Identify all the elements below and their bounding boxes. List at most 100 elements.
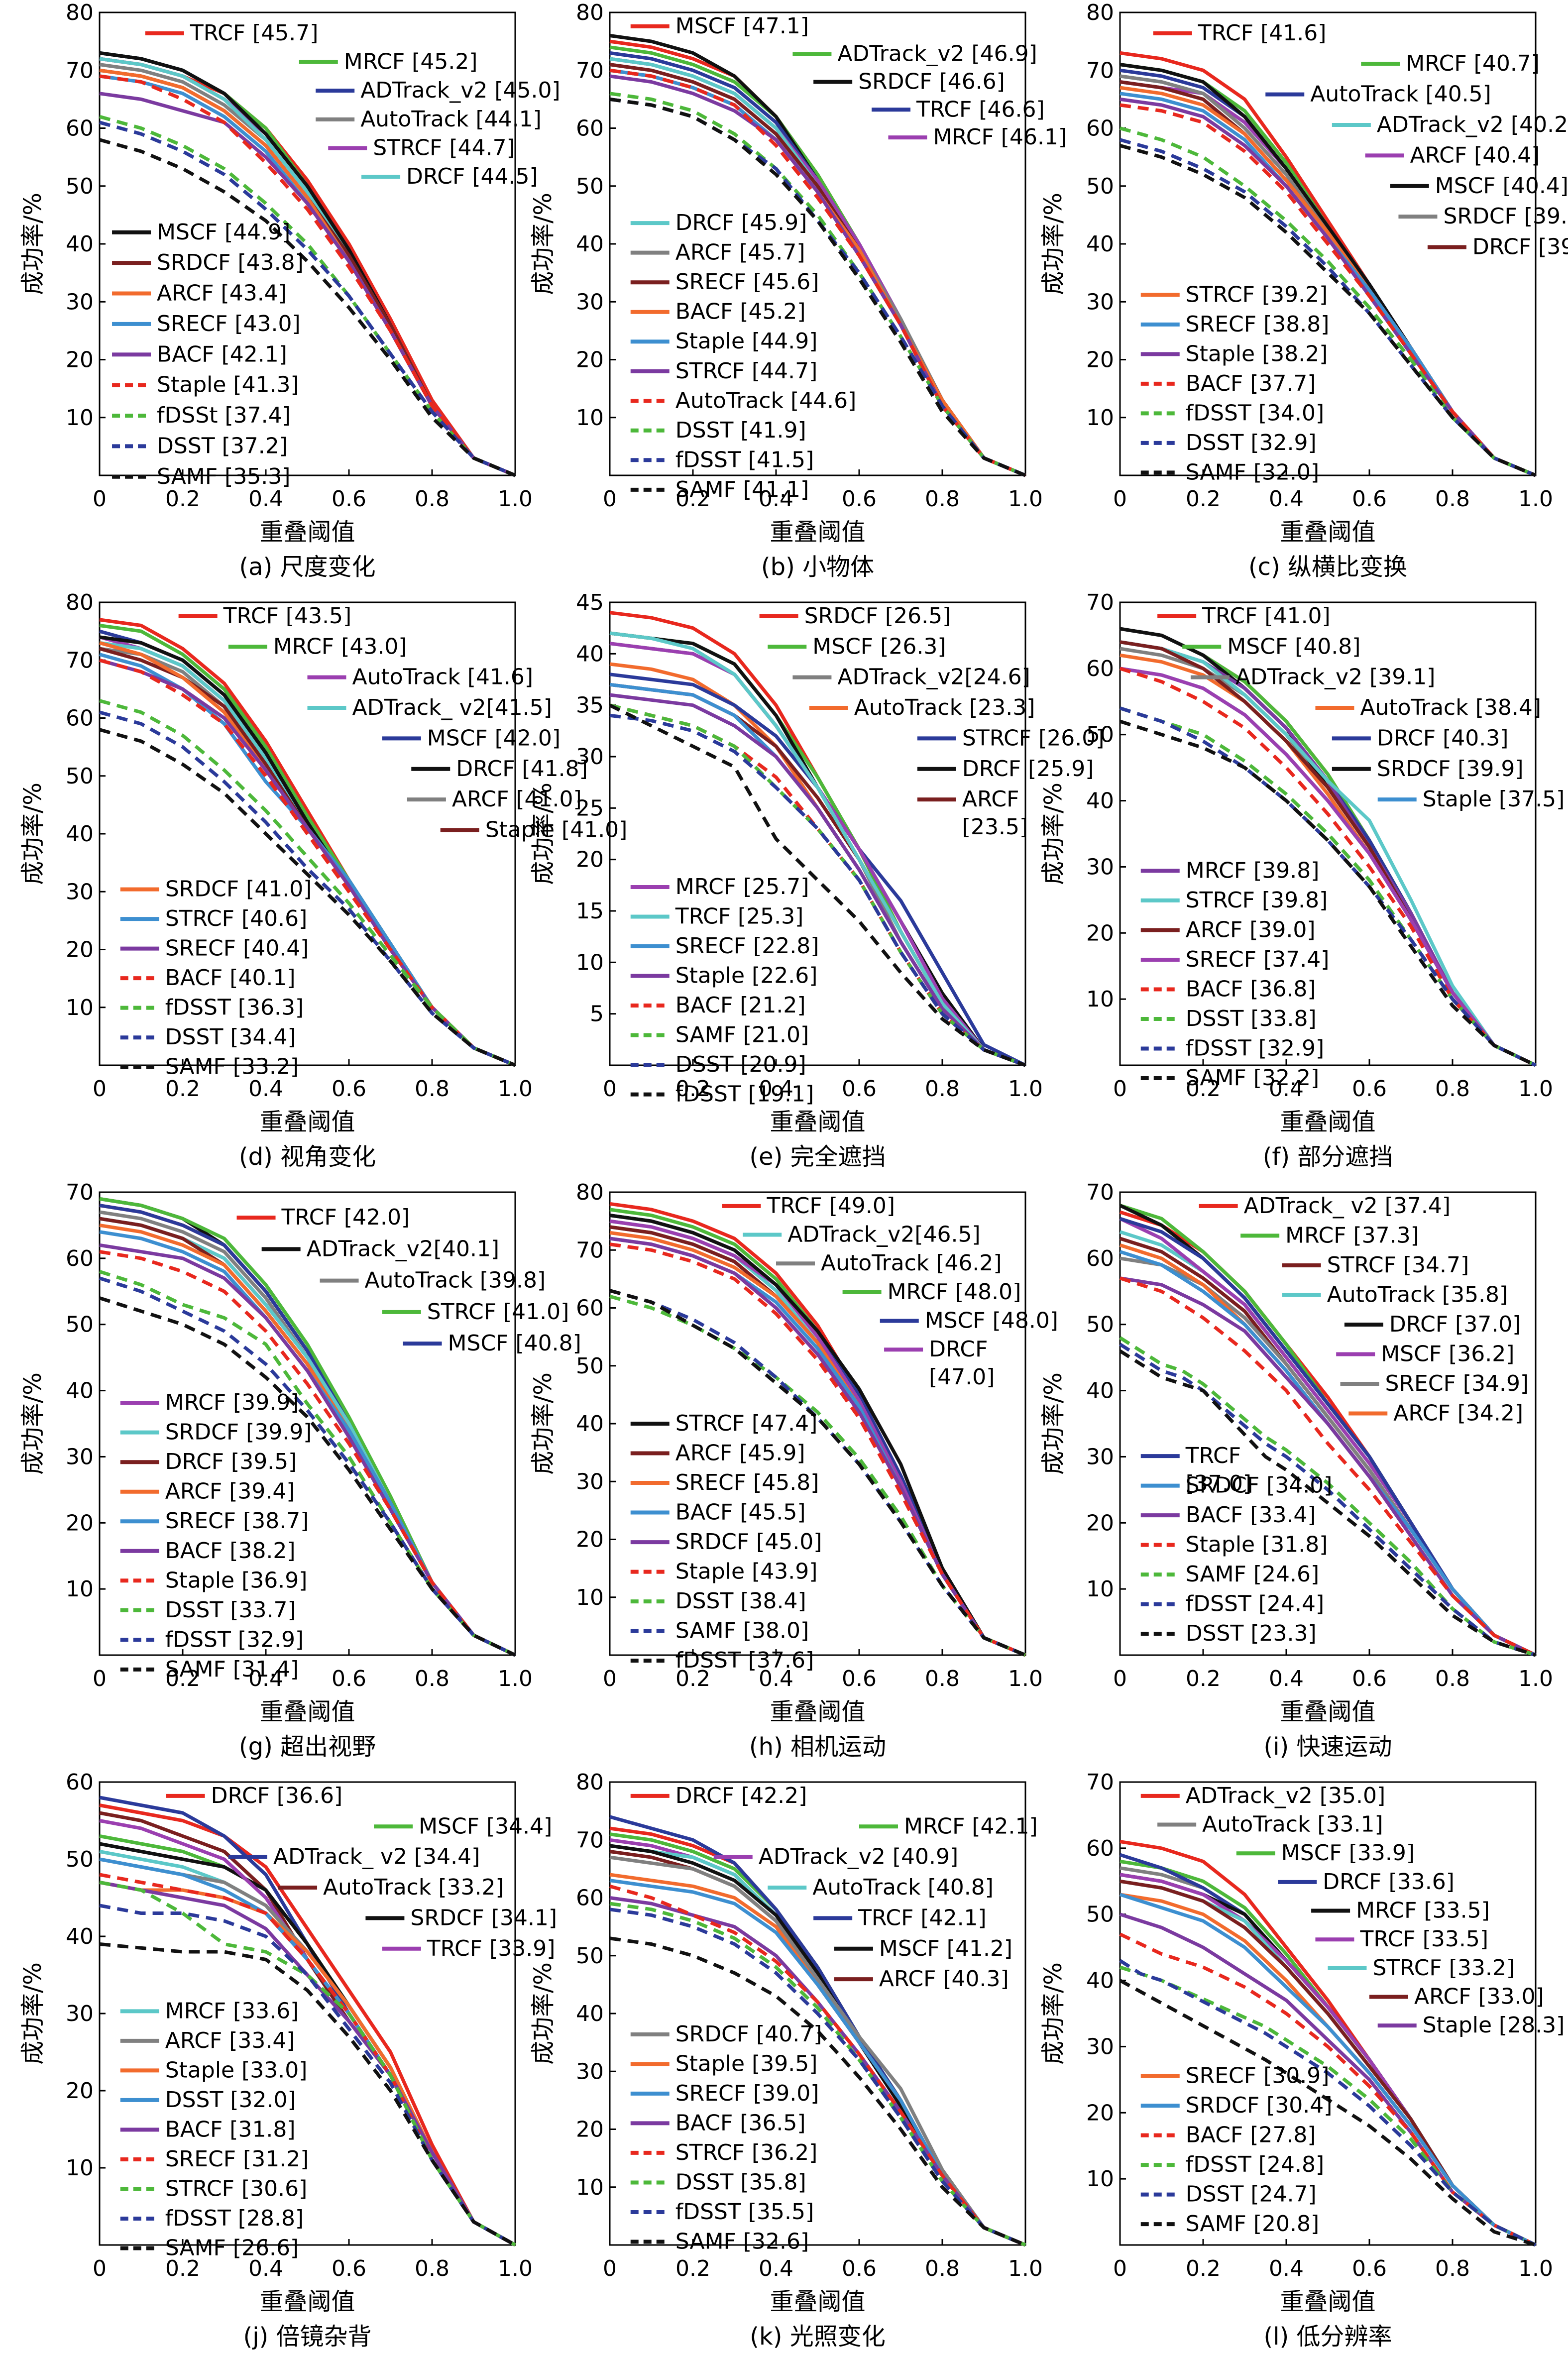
x-axis-title: 重叠阈值 (770, 518, 865, 546)
legend-label-line: DSST [32.0] (165, 2087, 296, 2113)
legend-label-line: DSST [41.9] (675, 418, 806, 443)
y-tick-label: 70 (576, 58, 604, 83)
legend-label: ARCF [45.9] (675, 1441, 805, 1466)
x-tick-label: 1.0 (498, 486, 533, 512)
legend-label-line: DSST [32.9] (1186, 430, 1317, 455)
legend-label: DSST [34.4] (165, 1024, 296, 1050)
series-line-trcf-41-0 (1120, 627, 1537, 1067)
legend-label-line: DSST [38.4] (675, 1588, 806, 1614)
series-line-fdsst-19-1 (609, 703, 1026, 1067)
legend-label-line: SAMF [35.3] (157, 464, 290, 489)
x-tick-label: 0.8 (415, 2256, 449, 2281)
panel-caption: (j) 倍镜杂背 (243, 2323, 371, 2351)
legend-label-line: SRECF [37.4] (1186, 947, 1330, 972)
legend-label: Staple [44.9] (675, 329, 818, 354)
x-tick-label: 0.4 (759, 1666, 793, 1691)
x-axis-title: 重叠阈值 (1280, 1108, 1375, 1136)
legend-label: MSCF [42.0] (427, 725, 560, 751)
legend-label-line: TRCF [41.0] (1202, 603, 1331, 629)
legend-label: MRCF [46.1] (933, 124, 1067, 150)
legend-label: MSCF [40.8] (448, 1331, 581, 1356)
legend-label: STRCF [47.4] (675, 1411, 818, 1436)
series-line-dsst-20-9 (609, 713, 1026, 1067)
series-line-srdcf-39-9 (1120, 627, 1537, 1067)
x-tick-label: 0.8 (415, 486, 449, 512)
y-tick-label: 40 (66, 1378, 94, 1404)
y-axis-title: 成功率/% (529, 193, 557, 295)
legend-label: AutoTrack [44.1] (360, 107, 542, 132)
y-tick-label: 30 (576, 289, 604, 315)
legend-label: TRCF [46.6] (916, 97, 1045, 122)
legend-label-line: ADTrack_v2 [40.9] (759, 1844, 958, 1870)
legend-label-line: MRCF [45.2] (344, 49, 478, 75)
series-line-srecf-37-4 (1120, 667, 1537, 1067)
legend-label: SRECF [30.9] (1186, 2063, 1330, 2089)
y-tick-label: 20 (66, 347, 94, 373)
legend-label: SRECF [40.4] (165, 936, 309, 961)
y-tick-label: 20 (576, 2117, 604, 2142)
legend-label: SRDCF [41.0] (165, 877, 312, 902)
legend-label: ADTrack_ v2[41.5] (352, 695, 552, 720)
legend-label: fDSSt [37.4] (157, 403, 291, 428)
legend-label-line: BACF [38.2] (165, 1538, 296, 1564)
x-tick-label: 0.2 (165, 2256, 200, 2281)
legend-label-line: MSCF [44.9] (157, 220, 290, 245)
legend-label: TRCF [41.0] (1202, 603, 1331, 629)
legend-label-line: BACF [45.5] (675, 1500, 806, 1525)
legend-label-line: SAMF [32.2] (1186, 1065, 1319, 1091)
legend-label: fDSST [34.0] (1186, 400, 1324, 426)
legend-label: MSCF [41.2] (879, 1936, 1012, 1961)
x-tick-label: 1.0 (1008, 1076, 1043, 1102)
series-line-bacf-27-8 (1119, 1932, 1537, 2247)
legend-label-line: ARCF [45.7] (675, 240, 805, 265)
y-tick-label: 80 (576, 1180, 604, 1205)
legend-label-line: SRDCF [43.8] (157, 250, 304, 275)
legend-label-line: SRECF [30.9] (1186, 2063, 1330, 2089)
y-tick-label: 70 (1086, 590, 1114, 615)
legend-label-line: Staple [43.9] (675, 1559, 818, 1584)
legend-label: DSST [37.2] (157, 433, 288, 458)
panel-caption: (l) 低分辨率 (1263, 2323, 1392, 2351)
series-line-srecf-39-0 (609, 1879, 1026, 2247)
legend-label: MSCF [40.4] (1435, 173, 1568, 199)
y-tick-label: 70 (66, 648, 94, 673)
legend-label: fDSST [41.5] (675, 447, 814, 472)
y-tick-label: 70 (1086, 1180, 1114, 1205)
legend-label: ARCF [33.0] (1414, 1984, 1544, 2010)
x-tick-label: 0.2 (1186, 1076, 1221, 1102)
legend-label: STRCF [39.2] (1186, 282, 1328, 307)
legend-label: Staple [33.0] (165, 2057, 308, 2083)
legend-label: ARCF [45.7] (675, 240, 805, 265)
series-line-dsst-24-7 (1119, 1959, 1537, 2247)
legend-label: SRDCF [26.5] (804, 603, 951, 629)
legend-label-line: SRDCF [34.1] (410, 1905, 557, 1930)
panel-caption: (d) 视角变化 (239, 1143, 376, 1171)
legend-label-line: BACF [31.8] (165, 2117, 296, 2142)
series-line-dsst-32-9 (1120, 138, 1537, 477)
y-tick-label: 60 (66, 706, 94, 731)
legend-label-line: ADTrack_v2 [39.1] (1235, 665, 1435, 690)
legend-label: SAMF [32.2] (1186, 1065, 1319, 1091)
panel-caption: (e) 完全遮挡 (749, 1143, 886, 1171)
legend-label: TRCF [33.9] (427, 1936, 556, 1961)
legend-label-line: DRCF (929, 1337, 988, 1362)
x-axis-title: 重叠阈值 (1280, 1698, 1375, 1726)
series-line-bacf-37-7 (1120, 103, 1537, 477)
series-line-drcf-40-3 (1120, 627, 1537, 1067)
x-tick-label: 0.4 (759, 486, 793, 512)
legend-label-line: SRECF [34.9] (1385, 1371, 1529, 1396)
legend-label-line: STRCF [26.0] (962, 725, 1105, 751)
legend-label-line: AutoTrack [35.8] (1327, 1282, 1508, 1307)
legend-label-line: SRDCF [39.8] (1443, 204, 1568, 229)
legend-label: Staple [37.5] (1423, 786, 1565, 812)
x-tick-label: 0.8 (415, 1666, 449, 1691)
y-tick-label: 80 (66, 0, 94, 25)
series-line-arcf-40-4 (1120, 80, 1537, 477)
x-tick-label: 0 (603, 2256, 617, 2281)
x-tick-label: 0.2 (1186, 1666, 1221, 1691)
x-tick-label: 0 (1113, 486, 1127, 512)
legend-label-line: DSST [23.3] (1186, 1621, 1317, 1646)
panel-caption: (a) 尺度变化 (239, 553, 375, 581)
legend-label-line: BACF [40.1] (165, 965, 296, 991)
y-tick-label: 40 (1086, 231, 1114, 257)
